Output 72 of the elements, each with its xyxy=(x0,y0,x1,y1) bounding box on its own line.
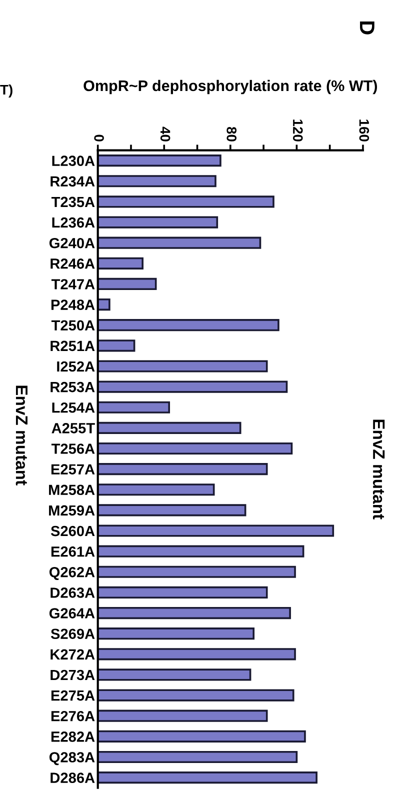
y-tick-label: T235A xyxy=(51,196,95,208)
y-tick-label: L254A xyxy=(52,402,95,413)
text: T) xyxy=(0,84,12,98)
y-tick-label: L236A xyxy=(52,217,95,228)
y-tick-label: D273A xyxy=(50,670,95,680)
x-tick-label: 160 xyxy=(359,120,370,142)
x-tick-label: 80 xyxy=(226,126,237,142)
y-tick-label: L230A xyxy=(52,156,95,166)
x-tick-label: 40 xyxy=(160,126,170,142)
bar xyxy=(98,606,291,620)
x-axis-title: OmpR~P dephosphorylation rate (% WT) xyxy=(84,80,377,94)
bar xyxy=(98,380,288,393)
y-tick-label: M259A xyxy=(49,505,95,516)
bar xyxy=(98,504,246,516)
bar xyxy=(98,422,242,434)
y-tick-label: E261A xyxy=(51,546,95,557)
y-tick-label: Q283A xyxy=(49,752,95,766)
y-tick-label: S260A xyxy=(50,526,95,536)
bar xyxy=(98,257,144,270)
y-tick-label: D263A xyxy=(50,588,95,598)
y-tick-label: G264A xyxy=(49,608,95,618)
y-tick-label: E276A xyxy=(51,710,95,722)
y-tick-label: T256A xyxy=(51,444,95,454)
bar xyxy=(98,401,170,414)
y-tick-label: K272A xyxy=(50,649,95,660)
bar xyxy=(98,236,262,249)
y-tick-label: E275A xyxy=(51,690,95,701)
bar xyxy=(98,730,306,742)
bar xyxy=(98,566,296,578)
bar xyxy=(98,463,268,476)
bar xyxy=(98,668,252,681)
x-tick-label: 0 xyxy=(94,134,104,142)
y-tick-label: T247A xyxy=(51,279,95,290)
y-tick-label: D286A xyxy=(50,772,95,783)
bar xyxy=(98,278,157,290)
y-tick-label: R253A xyxy=(50,382,95,392)
bar xyxy=(98,196,274,208)
y-axis-title: EnvZ mutant xyxy=(372,420,385,520)
bar xyxy=(98,360,268,372)
y-tick-label: A255T xyxy=(52,423,95,434)
bar xyxy=(98,689,294,702)
bar xyxy=(98,298,110,311)
bar xyxy=(98,216,218,228)
bar xyxy=(98,442,293,455)
bar xyxy=(98,710,268,722)
y-tick-label: Q262A xyxy=(49,566,95,580)
bar xyxy=(98,484,215,496)
y-tick-label: R234A xyxy=(50,176,95,187)
y-tick-label: R246A xyxy=(50,258,95,269)
y-tick-label: G240A xyxy=(49,238,95,248)
y-tick-label: I252A xyxy=(57,361,95,372)
y-tick-label: E257A xyxy=(51,464,95,474)
bar xyxy=(98,648,296,660)
bar xyxy=(98,772,318,784)
bar xyxy=(98,586,268,599)
bar xyxy=(98,750,298,764)
bar xyxy=(98,154,222,167)
bar xyxy=(98,628,255,640)
bar xyxy=(98,319,280,332)
y-tick-label: E282A xyxy=(51,732,95,742)
bar xyxy=(98,340,136,352)
text: D xyxy=(360,22,374,34)
x-tick-label: 120 xyxy=(292,120,303,142)
y-tick-label: R251A xyxy=(50,340,95,352)
bar xyxy=(98,175,216,188)
bar xyxy=(98,545,304,558)
y-tick-label: S269A xyxy=(50,628,95,640)
text: EnvZ mutant xyxy=(16,386,28,486)
y-tick-label: M258A xyxy=(49,484,95,496)
y-tick-label: T250A xyxy=(51,320,95,331)
y-tick-label: P248A xyxy=(51,300,95,310)
bar xyxy=(98,524,334,537)
